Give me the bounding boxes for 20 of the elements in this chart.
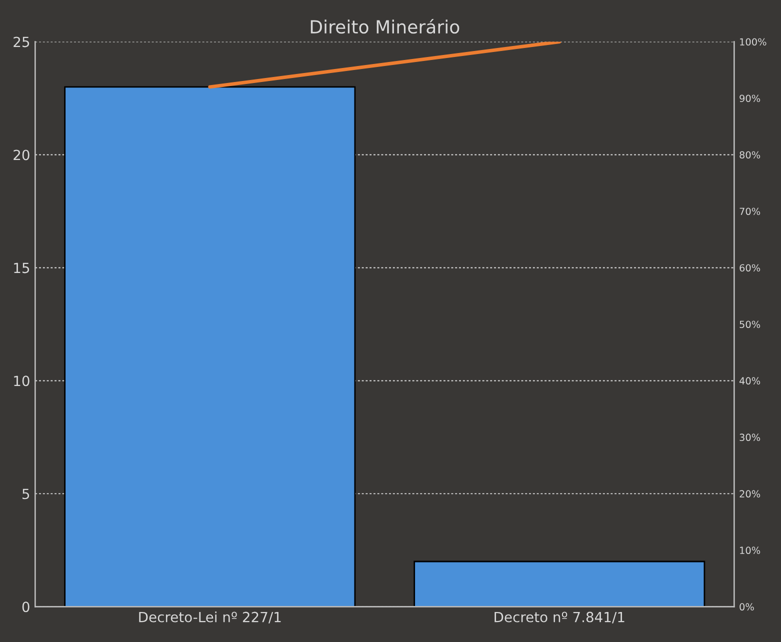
y2-tick-label: 0% <box>740 603 754 611</box>
y-tick-label: 15 <box>14 262 30 274</box>
chart-title: Direito Minerário <box>310 18 460 34</box>
y2-tick-label: 20% <box>740 490 760 498</box>
y-tick-label: 0 <box>22 602 30 612</box>
y2-tick-label: 80% <box>740 151 760 159</box>
y-tick-label: 20 <box>14 150 30 160</box>
y2-tick-label: 40% <box>739 377 760 385</box>
y2-tick-label: 10% <box>740 546 760 554</box>
y2-tick-label: 100% <box>740 38 766 46</box>
y2-tick-label: 60% <box>740 264 760 272</box>
y-tick-label: 5 <box>22 488 30 500</box>
x-tick-label: Decreto nº 7.841/1 <box>494 612 624 624</box>
y2-tick-label: 70% <box>740 208 760 216</box>
y2-tick-label: 50% <box>740 320 760 328</box>
y-tick-label: 10 <box>14 376 30 386</box>
x-tick-label: Decreto-Lei nº 227/1 <box>139 612 281 624</box>
y-tick-label: 25 <box>14 36 30 48</box>
y2-tick-label: 90% <box>740 94 760 102</box>
y2-tick-label: 30% <box>740 434 760 442</box>
